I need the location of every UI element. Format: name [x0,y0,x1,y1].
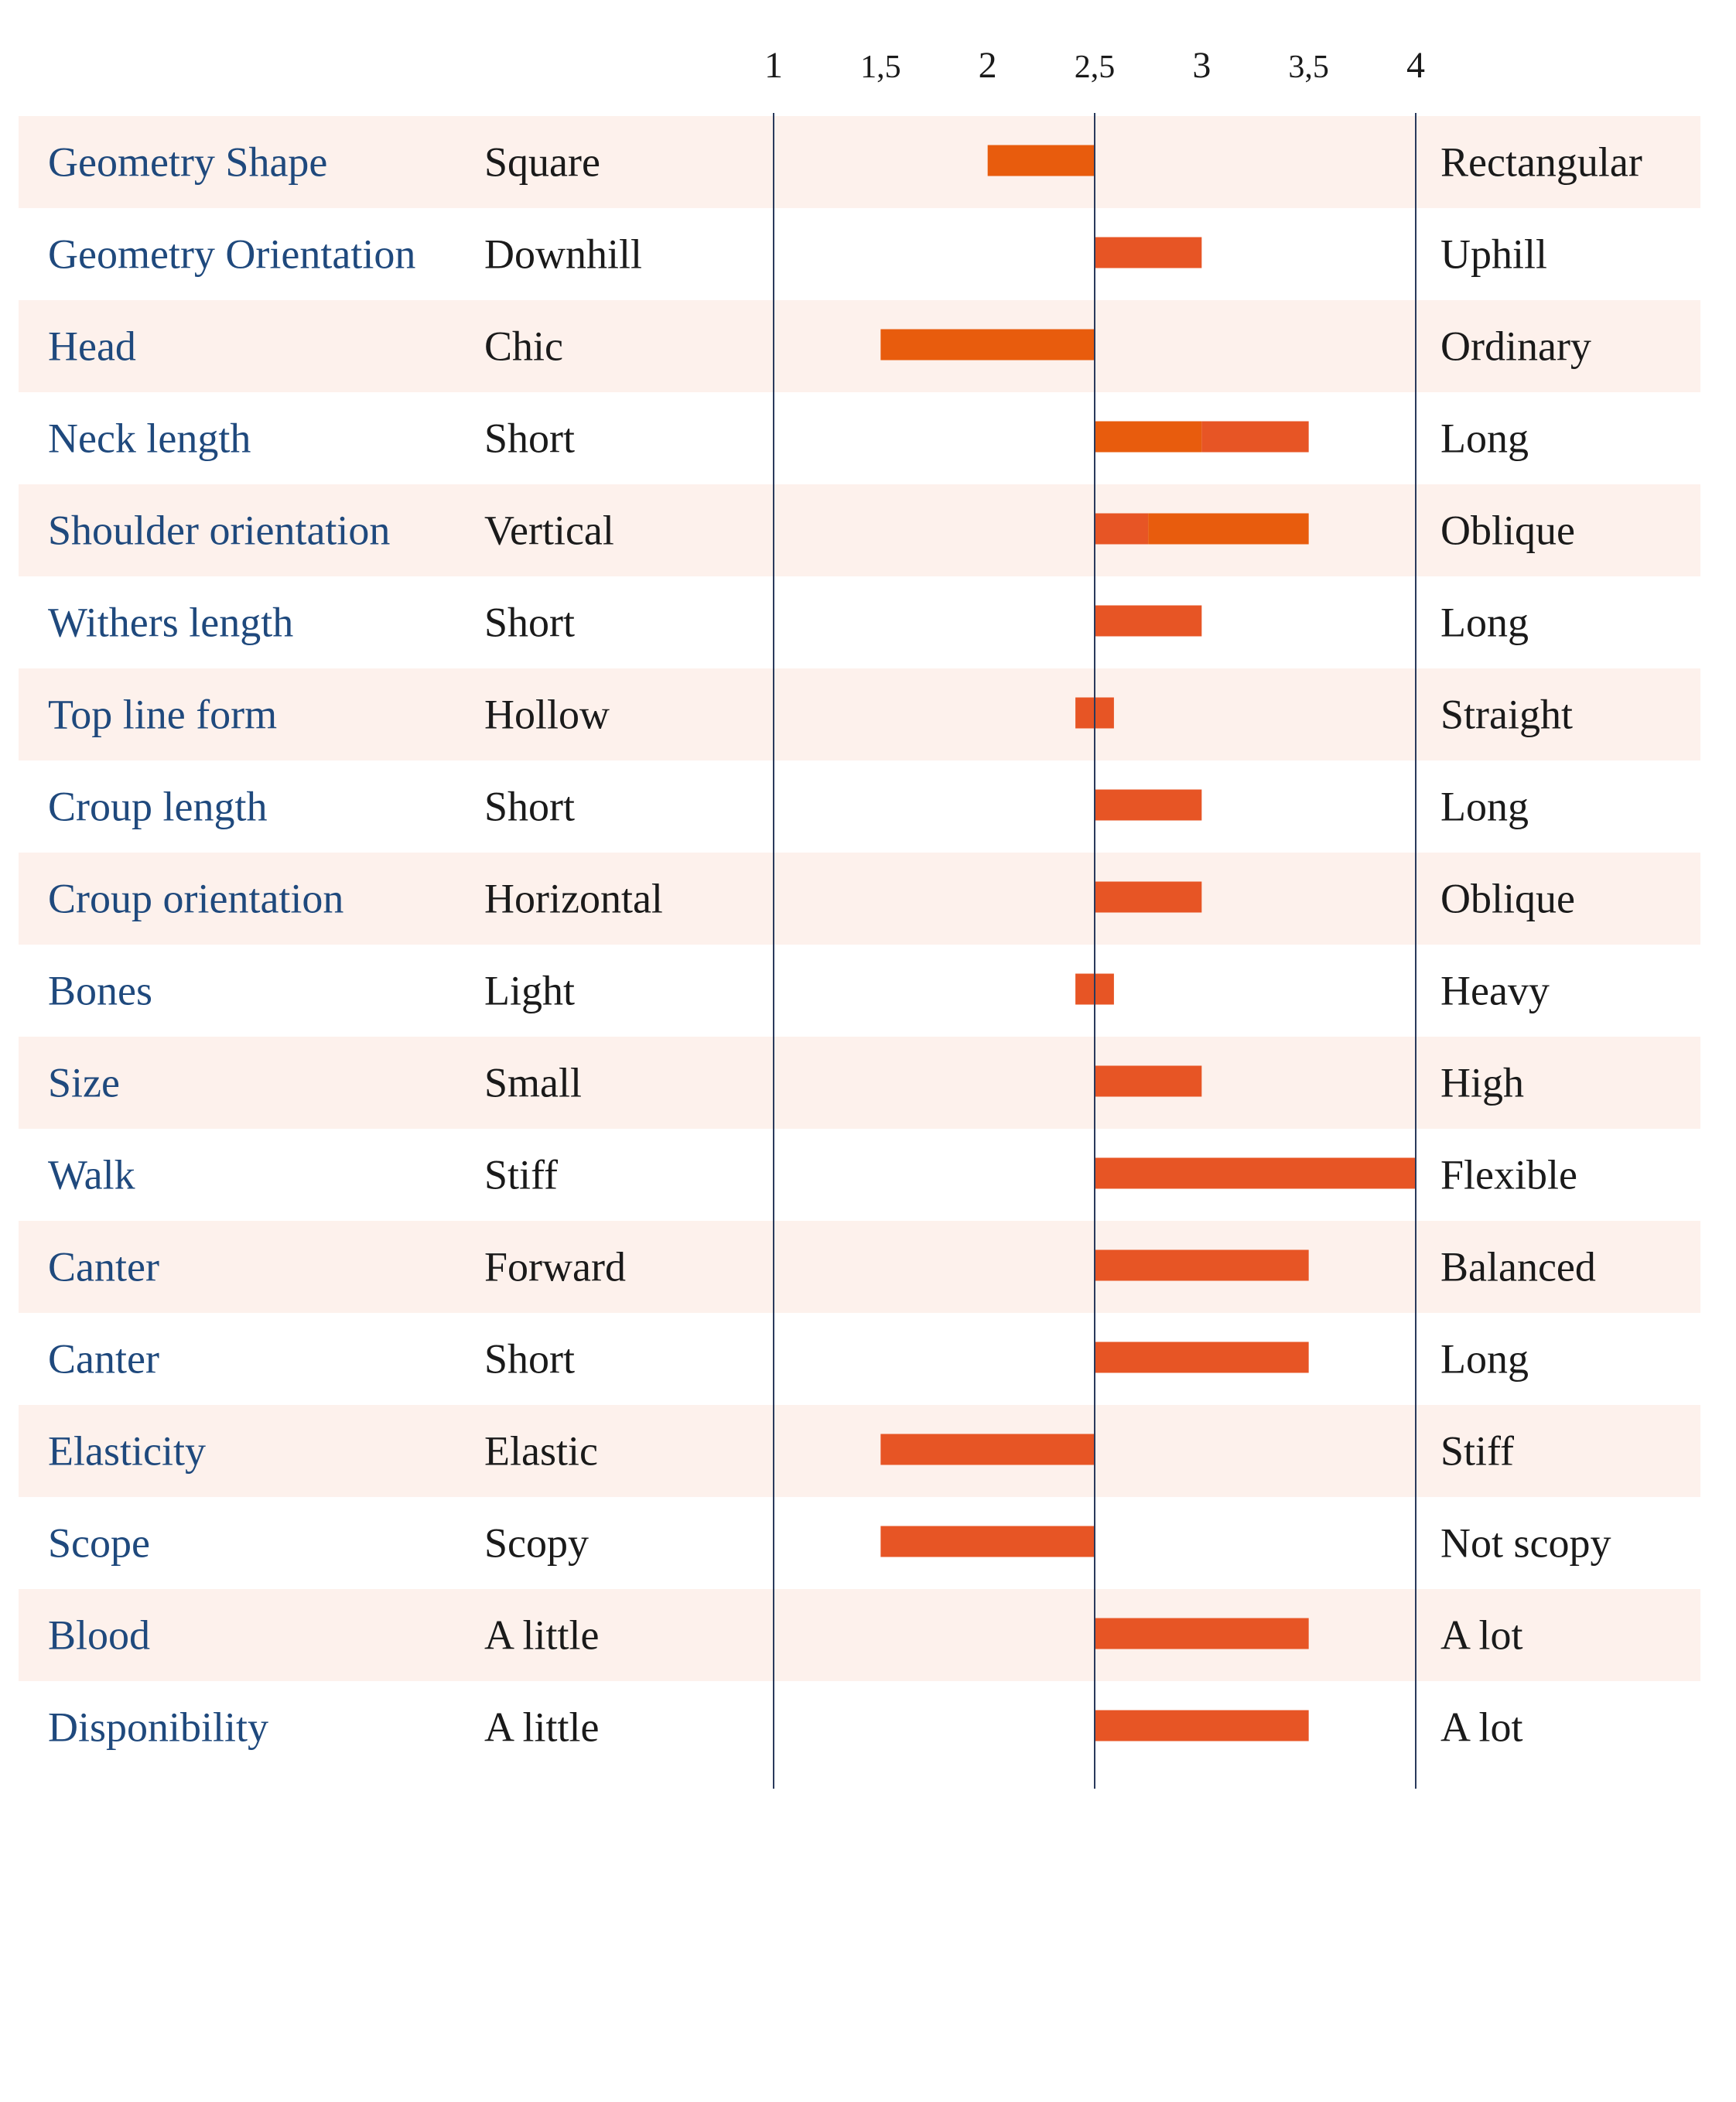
row-band [19,853,1700,945]
right-pole-label: Not scopy [1440,1520,1611,1567]
trait-label: Croup length [48,784,267,830]
x-tick-label: 1,5 [860,50,901,85]
right-pole-label: Long [1440,600,1529,646]
left-pole-label: Stiff [484,1152,558,1198]
left-pole-label: A little [484,1704,600,1751]
bar [1095,1342,1309,1373]
right-pole-label: High [1440,1060,1524,1106]
right-pole-label: Balanced [1440,1244,1596,1290]
right-pole-label: Oblique [1440,876,1575,922]
row-band [19,1221,1700,1313]
trait-label: Disponibility [48,1704,268,1751]
bar [1095,789,1202,821]
bar [1201,421,1309,453]
right-pole-label: Ordinary [1440,323,1591,370]
x-tick-label: 1 [764,45,783,86]
row-band [19,116,1700,208]
right-pole-label: Flexible [1440,1152,1577,1198]
bar [880,1434,1095,1465]
row-band [19,484,1700,576]
right-pole-label: Uphill [1440,231,1547,278]
x-tick-label: 2 [979,45,997,86]
left-pole-label: Chic [484,323,563,370]
row-band [19,1589,1700,1681]
trait-label: Bones [48,968,152,1014]
left-pole-label: Square [484,139,600,186]
bar [1095,1710,1309,1741]
right-pole-label: Stiff [1440,1428,1514,1475]
trait-label: Croup orientation [48,876,343,922]
trait-label: Scope [48,1520,150,1567]
bar [880,1526,1095,1557]
left-pole-label: Light [484,968,575,1014]
row-band [19,668,1700,760]
x-tick-label: 3 [1192,45,1211,86]
trait-label: Geometry Orientation [48,231,415,278]
left-pole-label: Short [484,784,575,830]
bar [1148,513,1309,545]
trait-label: Blood [48,1612,150,1659]
bar [1095,513,1149,545]
bar [1095,881,1202,913]
left-pole-label: Forward [484,1244,626,1290]
right-pole-label: Long [1440,1336,1529,1383]
trait-label: Top line form [48,692,277,738]
trait-label: Geometry Shape [48,139,327,186]
row-bands [19,116,1700,1681]
trait-label: Elasticity [48,1428,206,1475]
trait-label: Canter [48,1244,159,1290]
bar [1095,1157,1416,1189]
left-pole-label: Vertical [484,508,614,554]
left-pole-label: Downhill [484,231,642,278]
trait-label: Head [48,323,136,370]
axis-lines [773,113,1416,1789]
left-pole-label: Hollow [484,692,610,738]
trait-label: Shoulder orientation [48,508,390,554]
left-pole-label: Short [484,1336,575,1383]
bar [1095,1065,1202,1097]
row-band [19,1037,1700,1129]
right-pole-label: Rectangular [1440,139,1642,186]
right-pole-label: Long [1440,415,1529,462]
right-pole-label: Heavy [1440,968,1550,1014]
left-pole-label: Elastic [484,1428,598,1475]
row-band [19,300,1700,392]
left-pole-label: Short [484,415,575,462]
row-band [19,1405,1700,1497]
bar [1095,605,1202,637]
trait-label: Canter [48,1336,159,1383]
x-tick-label: 2,5 [1075,50,1116,85]
left-pole-label: A little [484,1612,600,1659]
bar [1095,237,1202,268]
left-pole-label: Scopy [484,1520,589,1567]
left-pole-label: Horizontal [484,876,663,922]
bar [880,329,1095,361]
right-pole-label: Long [1440,784,1529,830]
bar [987,145,1095,176]
trait-label: Walk [48,1152,135,1198]
row-labels: Geometry Shape Square Rectangular Geometry … [48,139,1642,1751]
x-axis-ticks: 1 1,5 2 2,5 3 3,5 4 [764,45,1425,86]
left-pole-label: Short [484,600,575,646]
right-pole-label: A lot [1440,1612,1523,1659]
x-tick-label: 4 [1406,45,1425,86]
bar [1095,421,1202,453]
bars [880,145,1416,1741]
right-pole-label: Oblique [1440,508,1575,554]
right-pole-label: A lot [1440,1704,1523,1751]
left-pole-label: Small [484,1060,582,1106]
trait-label: Size [48,1060,120,1106]
right-pole-label: Straight [1440,692,1573,738]
bar [1095,1249,1309,1281]
trait-label: Neck length [48,415,251,462]
x-tick-label: 3,5 [1288,50,1329,85]
bar [1095,1618,1309,1649]
trait-label: Withers length [48,600,293,646]
